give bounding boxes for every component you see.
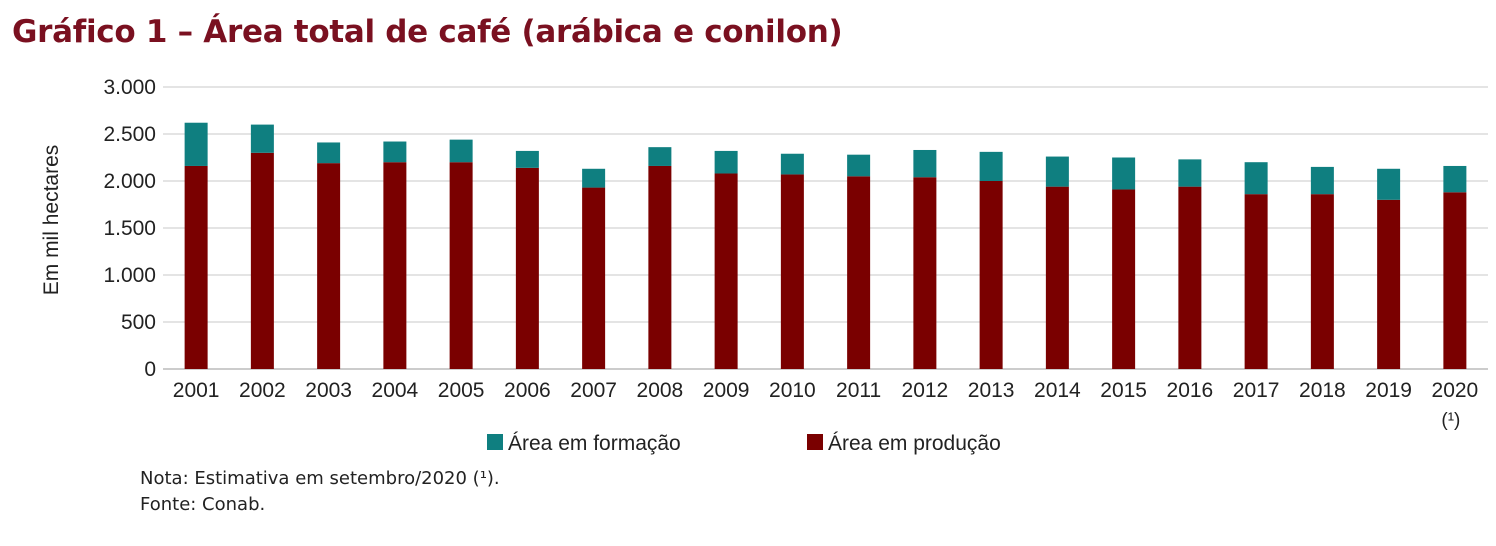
bar-producao — [582, 187, 606, 369]
bar-formacao — [780, 153, 804, 175]
bar-formacao — [913, 149, 937, 178]
x-tick-label: 2008 — [637, 379, 684, 402]
gridlines — [163, 86, 1488, 370]
bar-formacao — [317, 142, 341, 164]
x-tick-label: 2011 — [836, 379, 881, 402]
bar-formacao — [515, 150, 539, 168]
bar-producao — [979, 181, 1003, 369]
bar-producao — [1244, 194, 1268, 369]
legend: Área em formação Área em produção — [487, 432, 1001, 455]
bar-producao — [184, 165, 208, 369]
bar-formacao — [383, 141, 407, 163]
x-tick-footnote: (¹) — [1441, 410, 1460, 431]
x-tick-label: 2010 — [769, 379, 816, 402]
legend-swatch-formacao — [487, 434, 503, 450]
bar-formacao — [250, 124, 274, 153]
bar-formacao — [184, 122, 208, 166]
note-text: Nota: Estimativa em setembro/2020 (¹). — [140, 468, 500, 489]
x-tick-label: 2015 — [1100, 379, 1147, 402]
legend-swatch-producao — [807, 434, 823, 450]
x-tick-label: 2012 — [902, 379, 949, 402]
bar-producao — [1310, 194, 1334, 369]
x-tick-label: 2017 — [1233, 379, 1280, 402]
bar-producao — [449, 162, 473, 369]
x-tick-label: 2009 — [703, 379, 750, 402]
y-tick-label: 3.000 — [103, 76, 156, 99]
bar-formacao — [847, 154, 871, 177]
bar-producao — [383, 162, 407, 369]
bar-formacao — [1310, 166, 1334, 195]
bar-formacao — [449, 139, 473, 163]
y-tick-label: 1.500 — [103, 217, 156, 240]
source-text: Fonte: Conab. — [140, 494, 266, 515]
notes: Nota: Estimativa em setembro/2020 (¹). F… — [140, 466, 500, 518]
y-tick-label: 500 — [121, 311, 156, 334]
bar-formacao — [1244, 162, 1268, 195]
x-tick-label: 2002 — [239, 379, 286, 402]
y-axis-ticks: 0 500 1.000 1.500 2.000 2.500 3.000 — [103, 76, 156, 381]
x-tick-label: 2014 — [1034, 379, 1081, 402]
x-tick-label: 2013 — [968, 379, 1015, 402]
bar-formacao — [979, 151, 1003, 181]
x-tick-label: 2019 — [1365, 379, 1412, 402]
x-tick-label: 2007 — [570, 379, 617, 402]
y-tick-label: 0 — [144, 358, 156, 381]
x-tick-label: 2018 — [1299, 379, 1346, 402]
bar-producao — [913, 177, 937, 369]
x-tick-label: 2003 — [305, 379, 352, 402]
bar-producao — [847, 176, 871, 369]
bar-formacao — [1443, 165, 1467, 193]
y-tick-label: 1.000 — [103, 264, 156, 287]
bar-producao — [1443, 192, 1467, 369]
bar-producao — [714, 173, 738, 369]
x-tick-label: 2006 — [504, 379, 551, 402]
bar-formacao — [1045, 156, 1069, 187]
bar-formacao — [1178, 159, 1202, 187]
bars — [184, 122, 1467, 369]
x-tick-label: 2016 — [1167, 379, 1214, 402]
bar-formacao — [714, 150, 738, 174]
x-tick-label: 2001 — [173, 379, 220, 402]
bar-producao — [1178, 186, 1202, 369]
bar-producao — [515, 167, 539, 369]
bar-producao — [317, 163, 341, 369]
bar-formacao — [582, 168, 606, 188]
bar-producao — [1045, 186, 1069, 369]
x-axis-ticks: 2001 2002 2003 2004 2005 2006 2007 2008 2009 2010… — [173, 379, 1478, 431]
y-tick-label: 2.000 — [103, 170, 156, 193]
chart-title: Gráfico 1 – Área total de café (arábica … — [12, 14, 843, 50]
bar-formacao — [1377, 168, 1401, 200]
bar-producao — [1377, 199, 1401, 369]
bar-formacao — [648, 147, 672, 166]
x-tick-label: 2005 — [438, 379, 485, 402]
bar-producao — [648, 165, 672, 369]
legend-label-formacao: Área em formação — [508, 432, 681, 455]
legend-label-producao: Área em produção — [828, 432, 1001, 455]
bar-producao — [780, 174, 804, 369]
x-tick-label: 2004 — [372, 379, 419, 402]
bar-producao — [250, 152, 274, 369]
y-tick-label: 2.500 — [103, 123, 156, 146]
y-axis-label: Em mil hectares — [40, 145, 63, 296]
x-tick-label: 2020 — [1432, 379, 1479, 402]
bar-producao — [1112, 189, 1136, 369]
bar-formacao — [1112, 157, 1136, 190]
